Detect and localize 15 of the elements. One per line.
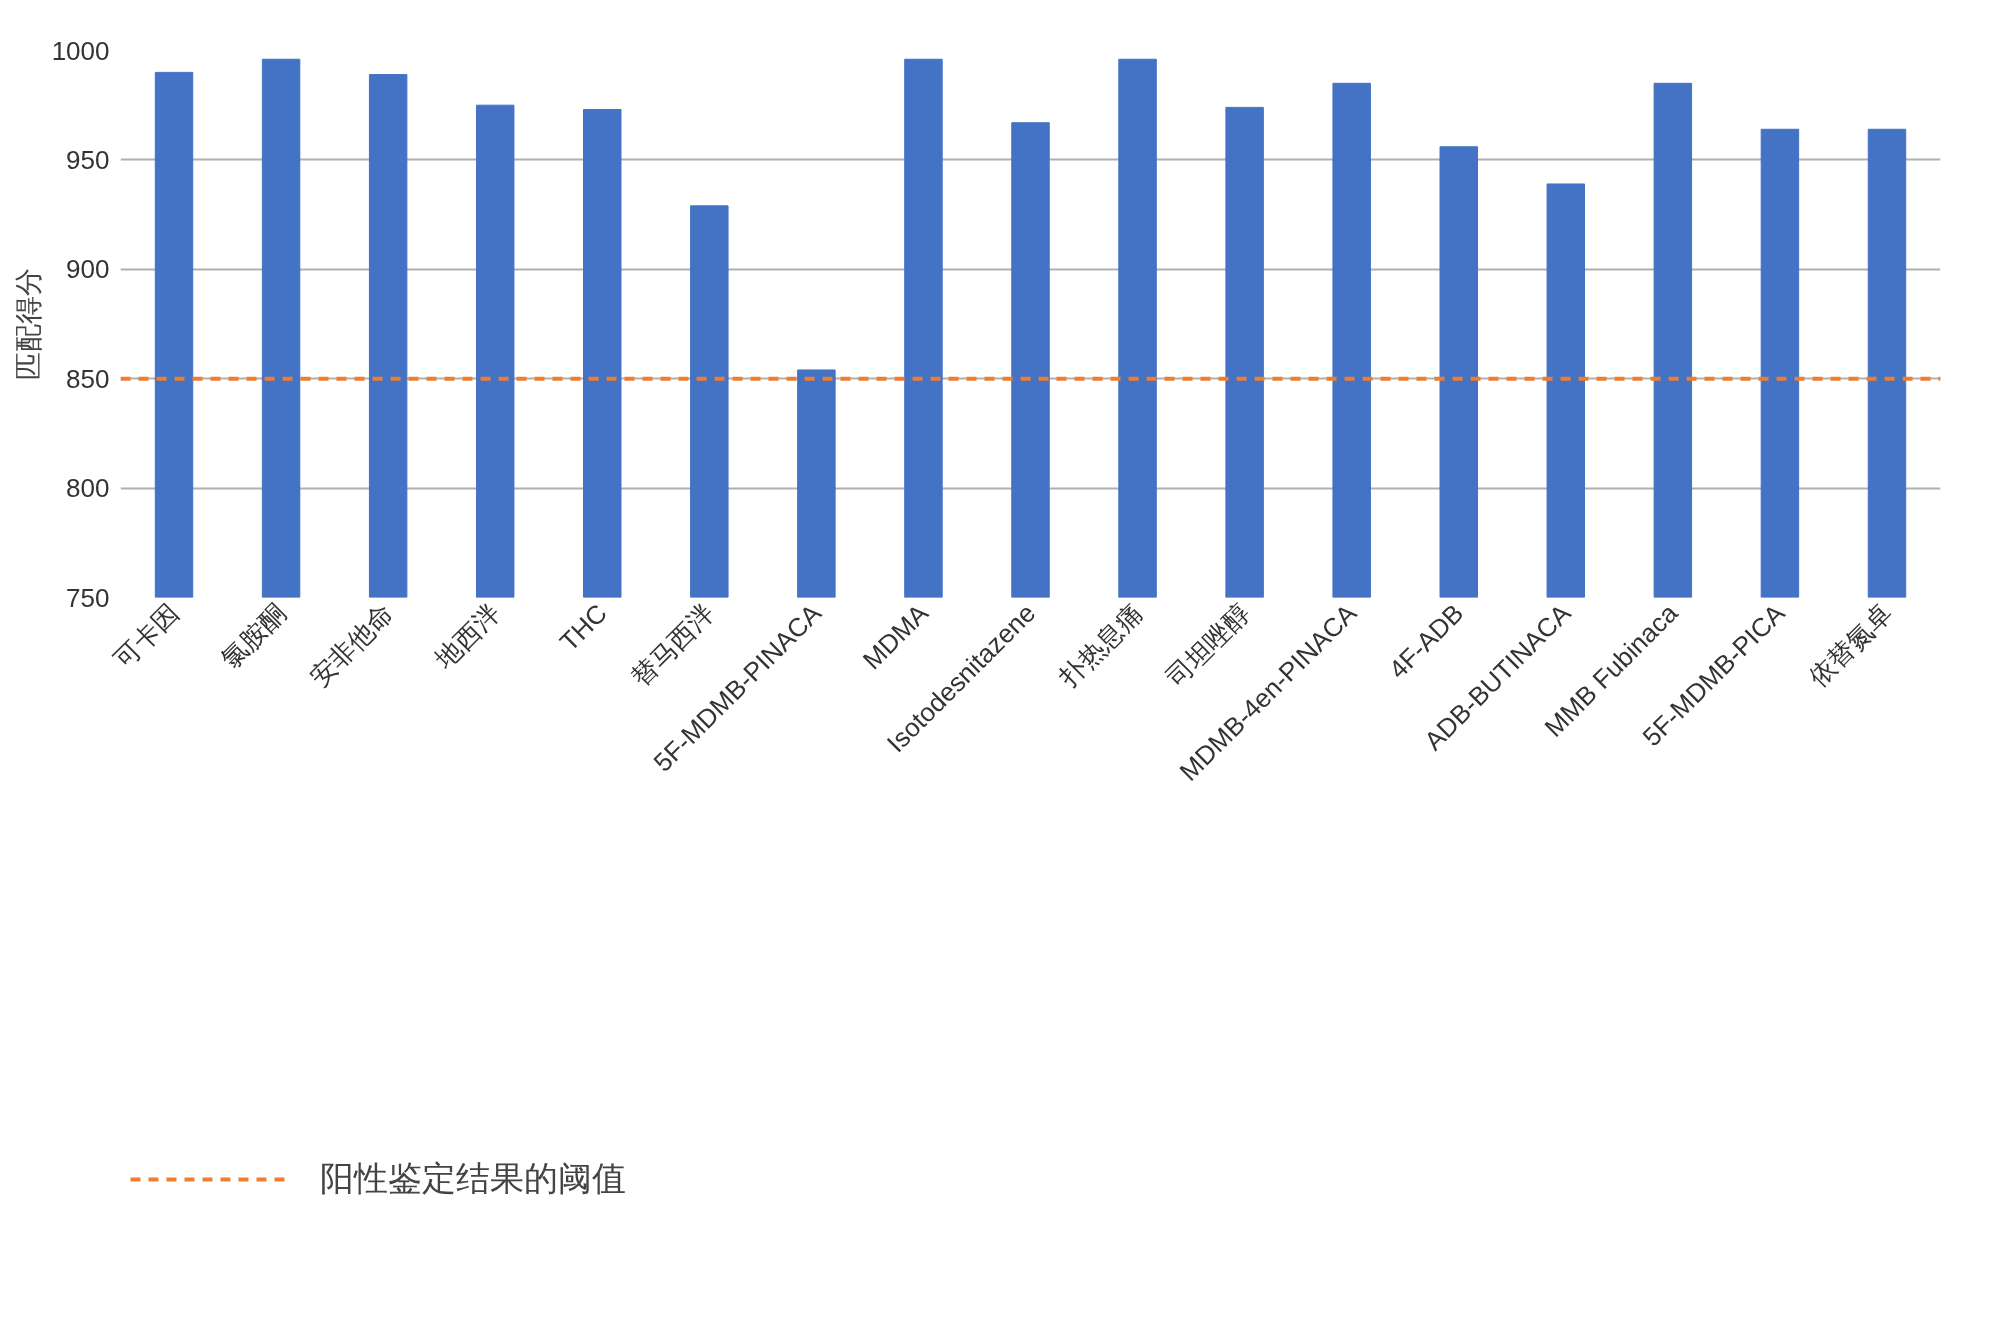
y-tick-label: 1000 [51, 35, 110, 66]
y-tick-label: 850 [66, 363, 110, 394]
x-tick-label: THC [553, 597, 613, 657]
y-tick-label: 750 [66, 582, 110, 613]
y-tick-label: 950 [66, 144, 110, 175]
y-axis-title: 匹配得分 [12, 268, 44, 380]
x-tick-label: 扑热息痛 [1052, 597, 1149, 694]
x-tick-label: 安非他命 [304, 597, 399, 693]
x-tick-label: 可卡因 [108, 597, 185, 675]
x-tick-label: 地西泮 [428, 597, 506, 675]
legend-label: 阳性鉴定结果的阈值 [320, 1157, 626, 1199]
x-tick-label: 氯胺酮 [215, 597, 292, 675]
y-tick-label: 900 [66, 254, 110, 285]
y-tick-label: 800 [66, 473, 110, 504]
x-tick-label: 依替氮卓 [1802, 597, 1898, 693]
